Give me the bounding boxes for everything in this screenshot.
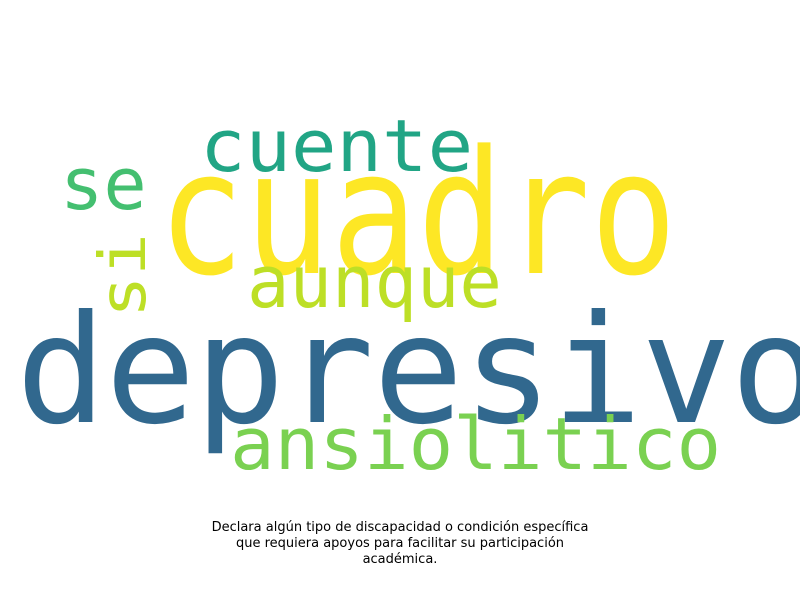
caption-line-3: académica. xyxy=(362,552,438,567)
word-depresivo: depresivo xyxy=(16,284,800,458)
word-cuente: cuente xyxy=(200,104,474,188)
figure-caption: Declara algún tipo de discapacidad o con… xyxy=(0,520,800,568)
word-ansiolitico: ansiolitico xyxy=(230,402,722,486)
word-aunque: aunque xyxy=(247,240,502,324)
caption-line-2: que requiera apoyos para facilitar su pa… xyxy=(235,536,565,551)
caption-line-1: Declara algún tipo de discapacidad o con… xyxy=(211,520,589,535)
word-se: se xyxy=(60,142,147,226)
word-cuadro: cuadro xyxy=(158,113,677,314)
